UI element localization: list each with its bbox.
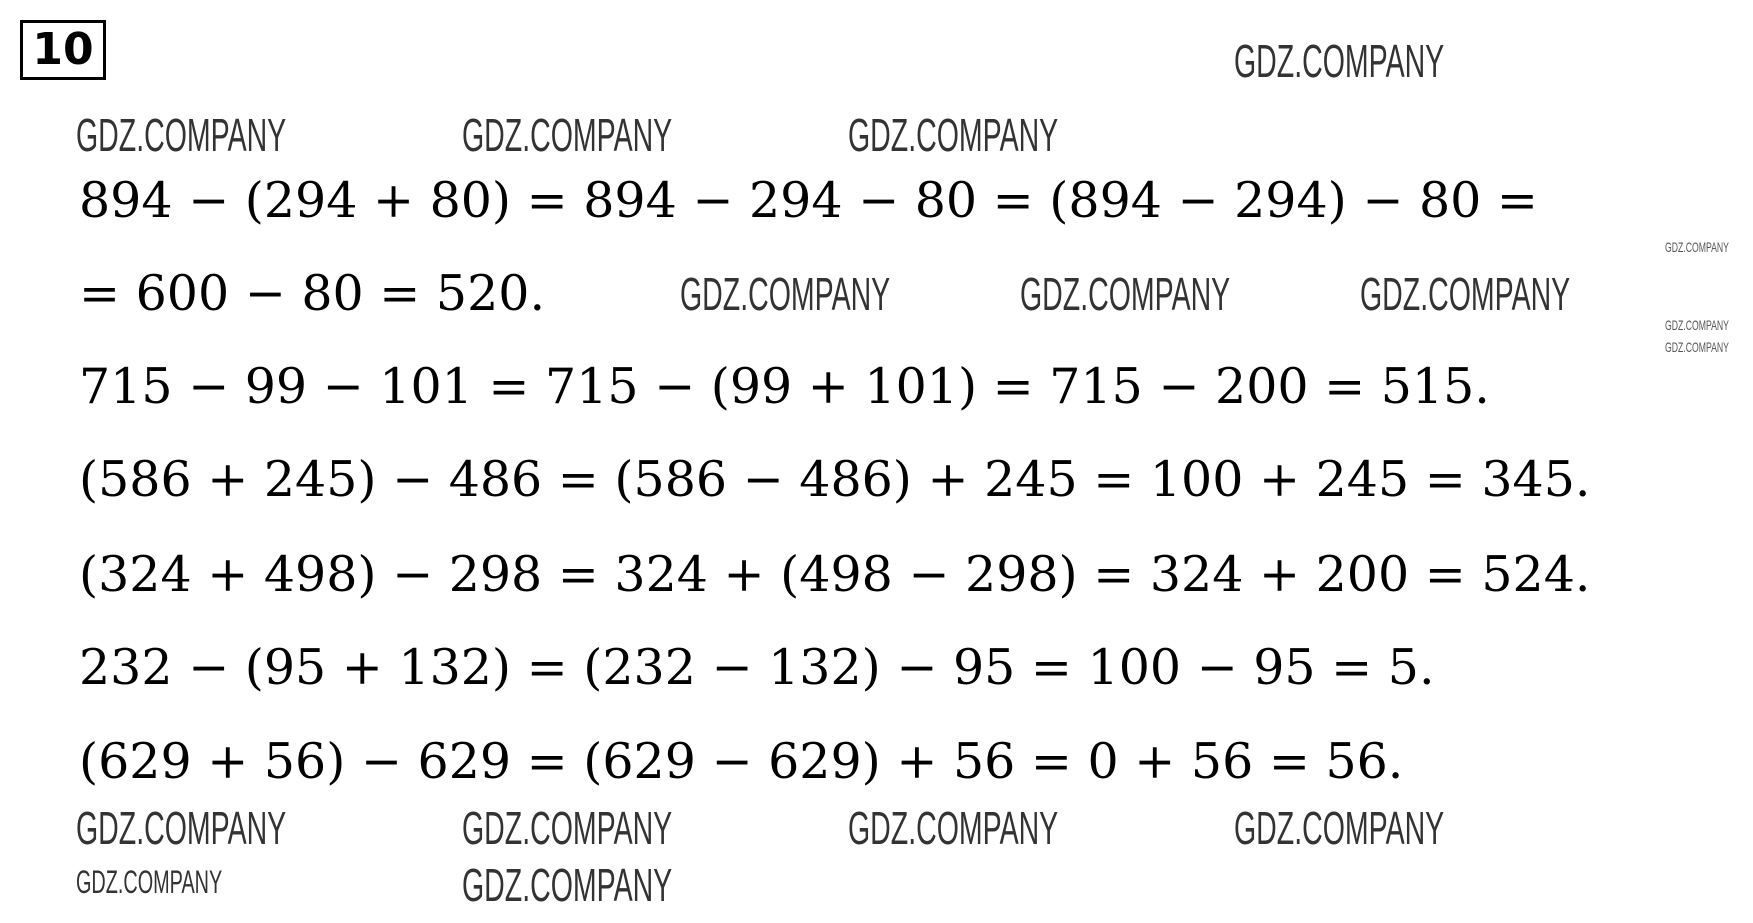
watermark: GDZ.COMPANY [462, 859, 673, 911]
watermark: GDZ.COMPANY [462, 802, 673, 854]
equation-line-4: (586 + 245) − 486 = (586 − 486) + 245 = … [79, 451, 1591, 508]
watermark: GDZ.COMPANY [1665, 317, 1729, 333]
equation-line-5: (324 + 498) − 298 = 324 + (498 − 298) = … [79, 546, 1591, 603]
equation-line-7: (629 + 56) − 629 = (629 − 629) + 56 = 0 … [79, 733, 1404, 790]
watermark: GDZ.COMPANY [1234, 35, 1445, 87]
watermark: GDZ.COMPANY [76, 109, 287, 161]
watermark: GDZ.COMPANY [1234, 802, 1445, 854]
watermark: GDZ.COMPANY [680, 268, 891, 320]
watermark: GDZ.COMPANY [1020, 268, 1231, 320]
watermark: GDZ.COMPANY [1360, 268, 1571, 320]
watermark: GDZ.COMPANY [848, 802, 1059, 854]
equation-line-1: 894 − (294 + 80) = 894 − 294 − 80 = (894… [79, 172, 1538, 229]
watermark: GDZ.COMPANY [76, 802, 287, 854]
equation-line-6: 232 − (95 + 132) = (232 − 132) − 95 = 10… [79, 639, 1435, 696]
watermark: GDZ.COMPANY [76, 864, 223, 900]
watermark: GDZ.COMPANY [848, 109, 1059, 161]
task-number-box: 10 [20, 20, 106, 80]
watermark: GDZ.COMPANY [1665, 339, 1729, 355]
equation-line-3: 715 − 99 − 101 = 715 − (99 + 101) = 715 … [79, 358, 1490, 415]
watermark: GDZ.COMPANY [1665, 239, 1729, 255]
watermark: GDZ.COMPANY [462, 109, 673, 161]
equation-line-2: = 600 − 80 = 520. [79, 265, 546, 322]
